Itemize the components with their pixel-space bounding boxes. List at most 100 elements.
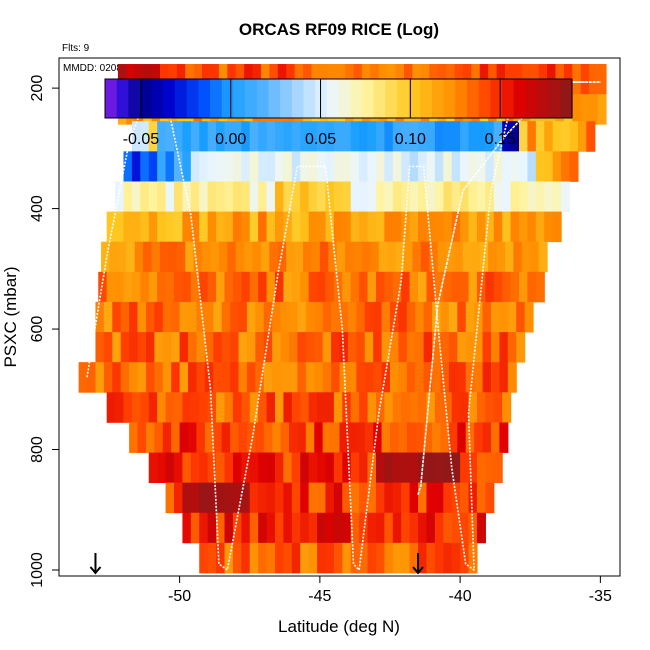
heatmap-cell	[283, 392, 293, 423]
heatmap-cell	[216, 392, 226, 423]
x-tick-label: -35	[589, 588, 612, 605]
heatmap-cell	[597, 64, 607, 95]
heatmap-cell	[162, 422, 172, 453]
colorbar-swatch	[466, 79, 480, 118]
heatmap-cell	[289, 301, 299, 333]
heatmap-cell	[415, 301, 425, 333]
heatmap-cell	[342, 392, 352, 423]
heatmap-cell	[325, 482, 335, 514]
heatmap-cell	[418, 121, 428, 152]
heatmap-cell	[165, 392, 175, 423]
heatmap-cell	[266, 542, 276, 574]
heatmap-cell	[342, 271, 352, 303]
heatmap-cell	[297, 422, 307, 453]
heatmap-cell	[423, 362, 433, 393]
heatmap-cell	[182, 392, 192, 423]
heatmap-cell	[274, 211, 284, 243]
heatmap-cell	[232, 452, 242, 484]
heatmap-cell	[258, 482, 268, 514]
heatmap-cell	[266, 452, 276, 484]
heatmap-cell	[325, 121, 335, 152]
heatmap-cell	[426, 452, 436, 484]
heatmap-cell	[350, 211, 360, 243]
heatmap-cell	[474, 362, 484, 393]
heatmap-cell	[230, 301, 240, 333]
y-tick-label: 800	[29, 436, 46, 463]
heatmap-cell	[297, 301, 307, 333]
colorbar-swatch	[175, 79, 188, 118]
heatmap-cell	[418, 211, 428, 243]
heatmap-cell	[401, 392, 411, 423]
heatmap-cell	[297, 362, 307, 393]
heatmap-cell	[182, 271, 192, 303]
heatmap-cell	[174, 271, 184, 303]
heatmap-cell	[137, 301, 147, 333]
heatmap-cell	[561, 121, 571, 152]
heatmap-cell	[342, 452, 352, 484]
heatmap-cell	[384, 542, 394, 574]
heatmap-cell	[210, 241, 220, 273]
colorbar-swatch	[233, 79, 246, 118]
heatmap-cell	[241, 452, 251, 484]
heatmap-cell	[246, 332, 256, 363]
heatmap-cell	[126, 241, 136, 273]
heatmap-cell	[171, 362, 181, 393]
heatmap-cell	[283, 151, 293, 182]
heatmap-cell	[544, 181, 554, 212]
heatmap-cell	[476, 392, 486, 423]
heatmap-cell	[241, 151, 251, 182]
heatmap-cell	[485, 452, 495, 484]
heatmap-cell	[216, 542, 226, 574]
heatmap-cell	[350, 482, 360, 514]
heatmap-cell	[350, 181, 360, 212]
heatmap-cell	[516, 332, 526, 363]
heatmap-cell	[266, 482, 276, 514]
colorbar: -0.05 0.00 0.05 0.10 0.15	[104, 78, 573, 148]
heatmap-cell	[482, 362, 492, 393]
heatmap-cell	[415, 332, 425, 363]
heatmap-cell	[182, 482, 192, 514]
heatmap-cell	[148, 271, 158, 303]
heatmap-cell	[468, 211, 478, 243]
heatmap-cell	[129, 332, 139, 363]
heatmap-cell	[544, 151, 554, 182]
heatmap-cell	[389, 332, 399, 363]
heatmap-cell	[103, 362, 113, 393]
heatmap-cell	[535, 121, 545, 152]
heatmap-cell	[157, 151, 167, 182]
heatmap-cell	[398, 301, 408, 333]
heatmap-cell	[468, 121, 478, 152]
heatmap-cell	[345, 241, 355, 273]
heatmap-cell	[317, 542, 327, 574]
heatmap-cell	[434, 151, 444, 182]
heatmap-cell	[266, 392, 276, 423]
heatmap-cell	[448, 422, 458, 453]
colorbar-swatch	[163, 79, 176, 118]
heatmap-cell	[207, 271, 217, 303]
heatmap-cell	[224, 271, 234, 303]
heatmap-cell	[426, 151, 436, 182]
colorbar-swatch	[490, 79, 503, 118]
heatmap-cell	[207, 512, 217, 544]
heatmap-cell	[409, 452, 419, 484]
heatmap-cell	[168, 241, 178, 273]
heatmap-cell	[308, 392, 318, 423]
heatmap-cell	[283, 452, 293, 484]
heatmap-cell	[123, 151, 133, 182]
colorbar-swatch	[116, 79, 129, 118]
heatmap-cell	[174, 121, 184, 152]
heatmap-cell	[443, 512, 453, 544]
colorbar-swatch	[326, 79, 340, 118]
colorbar-swatch	[303, 79, 316, 118]
heatmap-cell	[485, 151, 495, 182]
y-tick-label: 400	[29, 195, 46, 222]
heatmap-cell	[347, 422, 357, 453]
heatmap-cell	[418, 452, 428, 484]
colorbar-tick-label: -0.05	[123, 131, 160, 148]
heatmap-cell	[474, 422, 484, 453]
heatmap-cell	[373, 422, 383, 453]
heatmap-cell	[443, 121, 453, 152]
heatmap-cell	[238, 362, 248, 393]
heatmap-cell	[143, 241, 153, 273]
heatmap-cell	[462, 241, 472, 273]
